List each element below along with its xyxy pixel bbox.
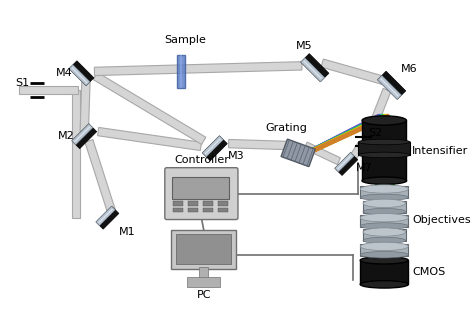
Bar — [360, 244, 408, 256]
Polygon shape — [72, 90, 80, 218]
Bar — [203, 208, 213, 212]
Polygon shape — [72, 124, 93, 145]
Polygon shape — [297, 114, 383, 159]
Polygon shape — [304, 142, 340, 165]
FancyBboxPatch shape — [165, 168, 238, 219]
Text: S1: S1 — [15, 78, 29, 88]
Polygon shape — [297, 114, 387, 159]
Bar — [203, 201, 213, 206]
Bar — [173, 201, 183, 206]
Polygon shape — [93, 72, 206, 144]
Polygon shape — [378, 75, 401, 99]
Polygon shape — [297, 114, 386, 159]
Text: M2: M2 — [58, 131, 75, 141]
Ellipse shape — [360, 281, 408, 288]
Polygon shape — [202, 136, 227, 161]
Polygon shape — [228, 140, 287, 150]
Bar — [172, 177, 228, 199]
Polygon shape — [80, 76, 90, 132]
Text: M5: M5 — [295, 41, 312, 51]
Polygon shape — [335, 152, 358, 176]
Bar — [218, 201, 228, 206]
Text: Controller: Controller — [174, 155, 229, 165]
Bar — [360, 186, 408, 198]
Polygon shape — [301, 54, 329, 82]
Bar — [187, 277, 220, 287]
Ellipse shape — [363, 208, 406, 215]
Polygon shape — [321, 59, 385, 85]
Polygon shape — [85, 140, 116, 214]
Bar — [218, 208, 228, 212]
Ellipse shape — [358, 139, 410, 145]
Polygon shape — [378, 71, 406, 99]
Text: M4: M4 — [55, 68, 73, 78]
Text: CMOS: CMOS — [412, 267, 445, 277]
Ellipse shape — [360, 251, 408, 258]
Bar — [363, 229, 406, 241]
Bar — [176, 234, 231, 264]
Polygon shape — [96, 206, 115, 226]
Bar — [358, 142, 410, 155]
Polygon shape — [297, 114, 390, 159]
Polygon shape — [281, 139, 315, 167]
Text: Objectives: Objectives — [412, 215, 471, 225]
Polygon shape — [202, 136, 223, 157]
Polygon shape — [18, 86, 78, 94]
Ellipse shape — [362, 116, 407, 125]
Bar — [360, 260, 408, 285]
Ellipse shape — [360, 185, 408, 193]
Ellipse shape — [358, 152, 410, 158]
Ellipse shape — [360, 213, 408, 222]
Polygon shape — [98, 127, 201, 151]
Polygon shape — [297, 114, 384, 159]
Text: Sample: Sample — [164, 35, 206, 45]
Polygon shape — [297, 114, 388, 159]
Ellipse shape — [363, 237, 406, 244]
Ellipse shape — [363, 199, 406, 208]
Polygon shape — [94, 62, 302, 75]
Polygon shape — [351, 143, 364, 158]
Polygon shape — [297, 114, 385, 159]
Bar — [199, 267, 209, 278]
Bar — [362, 121, 407, 181]
Text: Grating: Grating — [266, 122, 308, 132]
Polygon shape — [297, 114, 383, 159]
Ellipse shape — [360, 223, 408, 229]
Polygon shape — [297, 114, 389, 159]
Polygon shape — [297, 114, 380, 159]
Polygon shape — [301, 58, 325, 82]
Polygon shape — [72, 124, 97, 149]
Bar — [177, 55, 185, 88]
Text: M6: M6 — [401, 64, 418, 74]
Text: M1: M1 — [118, 227, 135, 237]
Text: Intensifier: Intensifier — [412, 146, 468, 156]
Polygon shape — [335, 152, 354, 172]
Bar — [375, 184, 393, 257]
Text: PC: PC — [196, 290, 211, 300]
Polygon shape — [297, 114, 382, 159]
Text: M7: M7 — [356, 163, 372, 173]
Ellipse shape — [360, 257, 408, 264]
Text: S2: S2 — [368, 127, 383, 137]
Polygon shape — [365, 88, 391, 139]
Bar — [173, 208, 183, 212]
Bar — [180, 55, 182, 88]
Polygon shape — [96, 206, 119, 229]
Ellipse shape — [360, 242, 408, 251]
Ellipse shape — [362, 177, 407, 184]
Bar — [188, 201, 198, 206]
Ellipse shape — [360, 194, 408, 201]
Polygon shape — [297, 114, 381, 159]
Bar — [171, 230, 236, 269]
Text: M3: M3 — [228, 151, 245, 161]
Bar — [360, 215, 408, 227]
Ellipse shape — [363, 228, 406, 236]
Polygon shape — [69, 65, 90, 86]
Bar — [188, 208, 198, 212]
Polygon shape — [69, 61, 94, 86]
Bar — [363, 201, 406, 213]
